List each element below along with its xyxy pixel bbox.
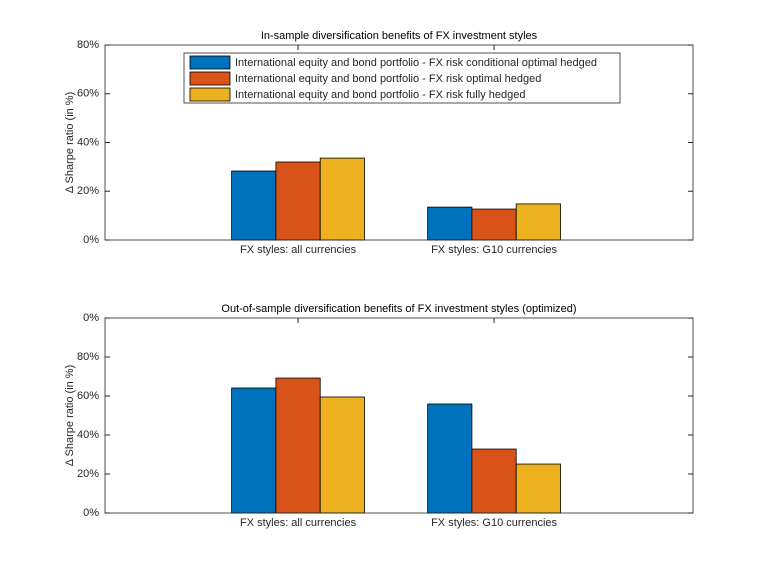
legend-swatch [189, 71, 231, 86]
plot-area [105, 318, 693, 513]
y-tick-label: 40% [77, 136, 99, 148]
bar [427, 206, 473, 241]
y-tick-label: 80% [77, 39, 99, 51]
bar [515, 463, 561, 514]
y-tick-label: 0% [83, 234, 99, 246]
legend-swatch [189, 55, 231, 70]
y-tick-label: 60% [77, 390, 99, 402]
chart-title: Out-of-sample diversification benefits o… [221, 303, 576, 315]
bar [319, 396, 365, 514]
chart: Out-of-sample diversification benefits o… [64, 303, 694, 529]
chart: In-sample diversification benefits of FX… [64, 30, 694, 256]
chart-title: In-sample diversification benefits of FX… [261, 30, 538, 42]
legend-label: International equity and bond portfolio … [235, 89, 525, 101]
y-axis-label: Δ Sharpe ratio (in %) [64, 365, 76, 467]
y-tick-label: 0% [83, 312, 99, 324]
y-tick-label: 20% [77, 185, 99, 197]
legend-label: International equity and bond portfolio … [235, 57, 597, 69]
bar [471, 208, 517, 241]
y-tick-label: 40% [77, 429, 99, 441]
bar [231, 170, 277, 241]
x-tick-label: FX styles: all currencies [240, 244, 357, 256]
y-axis-label: Δ Sharpe ratio (in %) [64, 92, 76, 194]
x-tick-label: FX styles: all currencies [240, 517, 357, 529]
legend-label: International equity and bond portfolio … [235, 73, 541, 85]
bar [275, 377, 321, 514]
axes-box [104, 44, 694, 241]
bar [319, 157, 365, 241]
bar [275, 161, 321, 241]
bar [231, 387, 277, 514]
bar [515, 203, 561, 241]
x-tick-label: FX styles: G10 currencies [431, 517, 557, 529]
y-tick-label: 80% [77, 351, 99, 363]
axes-box [104, 317, 694, 514]
y-tick-label: 0% [83, 507, 99, 519]
legend-box [183, 52, 621, 104]
legend: International equity and bond portfolio … [183, 52, 621, 104]
x-tick-label: FX styles: G10 currencies [431, 244, 557, 256]
bar [427, 403, 473, 514]
legend-swatch [189, 87, 231, 102]
y-tick-label: 60% [77, 88, 99, 100]
y-tick-label: 20% [77, 468, 99, 480]
bar [471, 448, 517, 514]
